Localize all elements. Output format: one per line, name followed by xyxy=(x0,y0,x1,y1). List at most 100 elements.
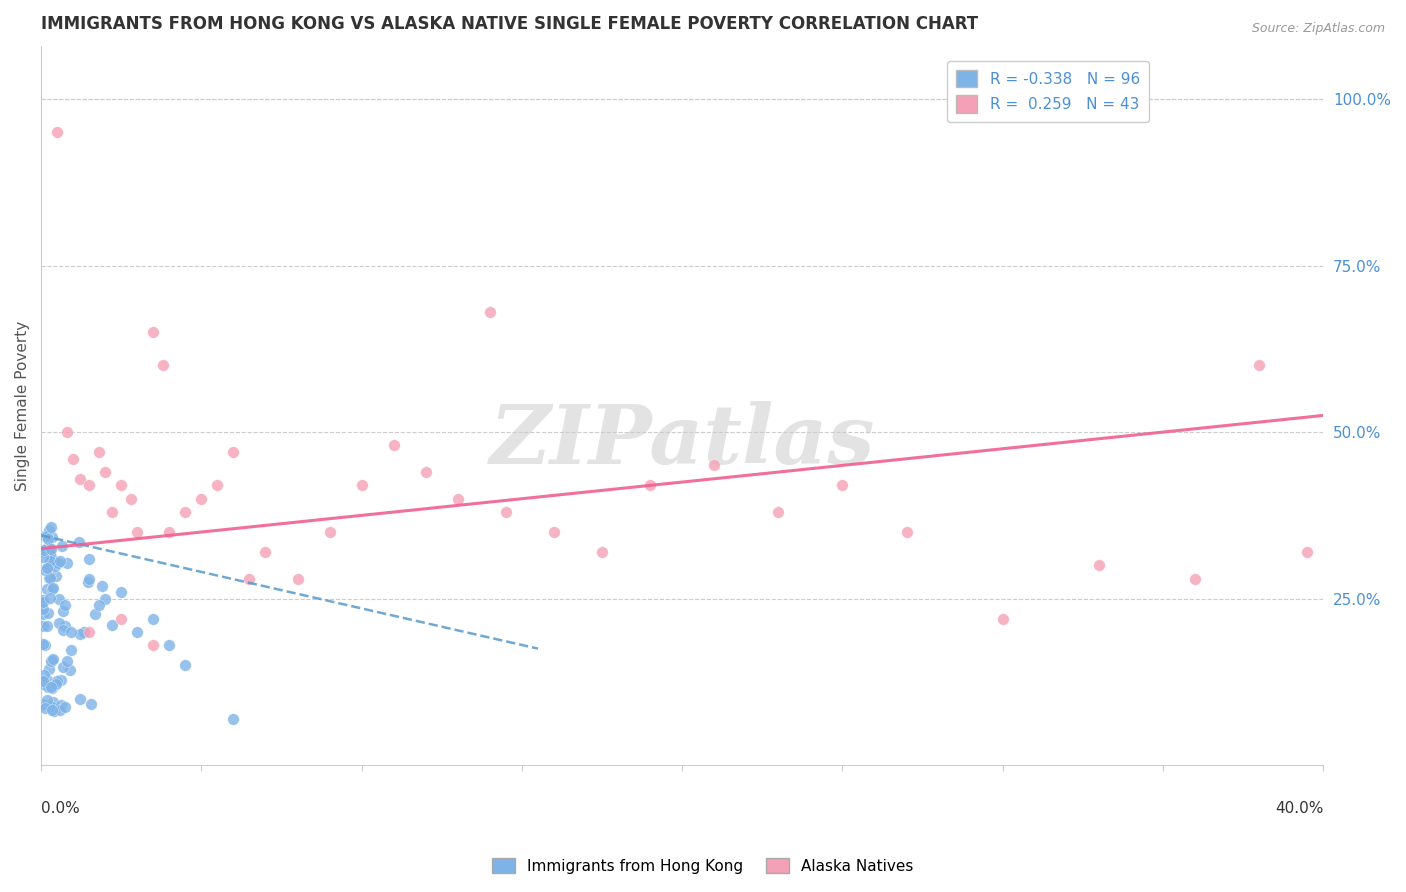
Point xyxy=(91,579,114,593)
Point xyxy=(495,505,517,519)
Y-axis label: Single Female Poverty: Single Female Poverty xyxy=(15,320,30,491)
Point xyxy=(222,445,245,459)
Point xyxy=(77,572,100,586)
Point xyxy=(32,549,55,564)
Point xyxy=(67,535,90,549)
Point xyxy=(52,660,75,674)
Point xyxy=(37,532,59,546)
Text: IMMIGRANTS FROM HONG KONG VS ALASKA NATIVE SINGLE FEMALE POVERTY CORRELATION CHA: IMMIGRANTS FROM HONG KONG VS ALASKA NATI… xyxy=(41,15,979,33)
Point xyxy=(38,554,60,568)
Point xyxy=(34,638,56,652)
Text: 40.0%: 40.0% xyxy=(1275,801,1323,816)
Point xyxy=(55,425,77,439)
Point xyxy=(31,602,53,616)
Point xyxy=(77,624,100,639)
Point xyxy=(31,674,53,689)
Point xyxy=(76,574,98,589)
Point xyxy=(127,524,149,539)
Point xyxy=(34,700,56,714)
Point xyxy=(48,616,70,631)
Point xyxy=(38,541,60,556)
Point xyxy=(60,625,83,640)
Point xyxy=(38,591,60,606)
Point xyxy=(31,677,53,691)
Point xyxy=(42,581,65,595)
Point xyxy=(69,472,91,486)
Point xyxy=(31,698,53,712)
Point xyxy=(37,619,59,633)
Point xyxy=(110,612,132,626)
Point xyxy=(152,359,174,373)
Point xyxy=(41,680,63,694)
Point xyxy=(94,591,117,606)
Point xyxy=(42,695,65,709)
Point xyxy=(174,658,197,673)
Point xyxy=(87,599,110,613)
Point xyxy=(52,604,75,618)
Point xyxy=(768,505,790,519)
Point xyxy=(37,680,59,694)
Point xyxy=(39,547,62,561)
Legend: R = -0.338   N = 96, R =  0.259   N = 43: R = -0.338 N = 96, R = 0.259 N = 43 xyxy=(946,61,1149,122)
Point xyxy=(53,619,76,633)
Point xyxy=(142,612,165,626)
Point xyxy=(110,478,132,492)
Point xyxy=(39,698,62,713)
Point xyxy=(120,491,142,506)
Point xyxy=(48,703,70,717)
Point xyxy=(38,571,60,585)
Point xyxy=(1184,572,1206,586)
Point xyxy=(157,524,180,539)
Text: ZIPatlas: ZIPatlas xyxy=(489,401,875,482)
Point xyxy=(39,520,62,534)
Point xyxy=(51,540,73,554)
Point xyxy=(127,624,149,639)
Point xyxy=(142,638,165,652)
Point xyxy=(350,478,373,492)
Point xyxy=(110,585,132,599)
Point xyxy=(80,697,103,711)
Point xyxy=(447,491,470,506)
Point xyxy=(39,542,62,557)
Point xyxy=(46,556,69,570)
Point xyxy=(591,545,613,559)
Point xyxy=(87,445,110,459)
Point xyxy=(41,582,63,596)
Point xyxy=(73,625,96,640)
Point xyxy=(52,623,75,637)
Point xyxy=(415,465,437,479)
Point xyxy=(222,712,245,726)
Point xyxy=(59,663,82,677)
Point xyxy=(318,524,340,539)
Text: Source: ZipAtlas.com: Source: ZipAtlas.com xyxy=(1251,22,1385,36)
Point xyxy=(38,523,60,537)
Point xyxy=(896,524,918,539)
Point xyxy=(53,700,76,714)
Point xyxy=(39,559,62,574)
Point xyxy=(49,554,72,568)
Point xyxy=(37,673,59,688)
Point xyxy=(51,673,73,688)
Point xyxy=(157,638,180,652)
Point xyxy=(38,571,60,585)
Point xyxy=(46,125,69,139)
Point xyxy=(31,637,53,651)
Point xyxy=(174,505,197,519)
Point xyxy=(39,550,62,565)
Point xyxy=(142,325,165,339)
Point xyxy=(35,529,58,543)
Legend: Immigrants from Hong Kong, Alaska Natives: Immigrants from Hong Kong, Alaska Native… xyxy=(486,852,920,880)
Point xyxy=(42,704,65,718)
Point xyxy=(207,478,229,492)
Point xyxy=(41,703,63,717)
Point xyxy=(991,612,1014,626)
Point xyxy=(46,673,69,688)
Point xyxy=(44,677,66,691)
Point xyxy=(41,681,63,695)
Point xyxy=(56,556,79,570)
Point xyxy=(69,692,91,706)
Point xyxy=(32,543,55,558)
Point xyxy=(41,530,63,544)
Point xyxy=(100,505,122,519)
Point xyxy=(34,529,56,543)
